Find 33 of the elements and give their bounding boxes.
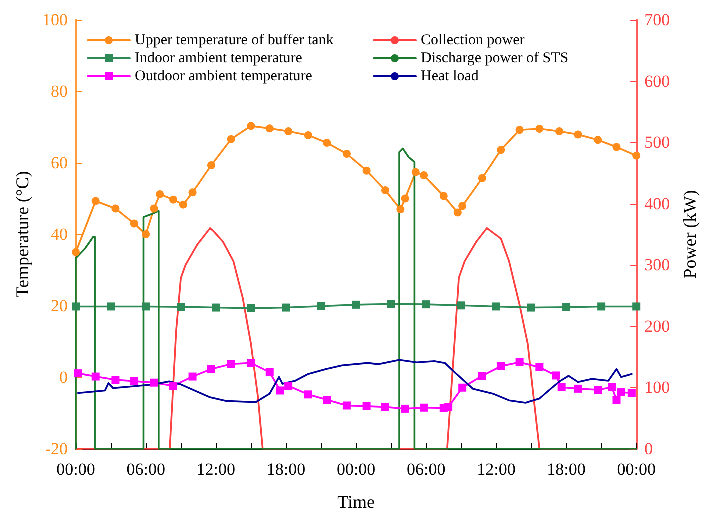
y2-tick-label: 100 bbox=[644, 378, 670, 398]
x-axis-title: Time bbox=[338, 492, 375, 512]
y-tick-label: 20 bbox=[51, 296, 68, 316]
y-tick-label: 0 bbox=[60, 368, 68, 387]
legend-label: Indoor ambient temperature bbox=[135, 50, 303, 66]
legend-label: Upper temperature of buffer tank bbox=[135, 32, 334, 48]
y2-tick-label: 400 bbox=[644, 194, 670, 214]
x-tick-label: 18:00 bbox=[266, 460, 306, 479]
y2-tick-label: 700 bbox=[644, 10, 670, 30]
x-tick-label: 12:00 bbox=[477, 460, 516, 479]
y-tick-label: 100 bbox=[42, 10, 68, 30]
y-axis-title: Temperature (°C) bbox=[12, 171, 33, 298]
x-tick-label: 00:00 bbox=[617, 460, 656, 479]
legend-label: Outdoor ambient temperature bbox=[135, 68, 313, 84]
legend-label: Collection power bbox=[421, 32, 525, 48]
legend-label: Discharge power of STS bbox=[421, 50, 569, 66]
y2-tick-label: 600 bbox=[644, 72, 670, 91]
x-tick-label: 12:00 bbox=[196, 460, 236, 479]
y2-tick-label: 300 bbox=[644, 256, 670, 275]
y2-tick-label: 0 bbox=[644, 440, 654, 458]
x-tick-label: 00:00 bbox=[336, 460, 376, 479]
y-tick-label: -20 bbox=[45, 440, 68, 458]
x-tick-label: 18:00 bbox=[547, 460, 586, 479]
x-tick-label: 06:00 bbox=[407, 460, 446, 479]
x-tick-label: 00:00 bbox=[56, 460, 96, 479]
y2-tick-label: 500 bbox=[644, 133, 670, 152]
y-tick-label: 40 bbox=[51, 225, 68, 244]
legend-label: Heat load bbox=[421, 68, 480, 84]
y2-tick-label: 200 bbox=[644, 316, 670, 336]
x-tick-label: 06:00 bbox=[126, 460, 166, 479]
y2-axis-title: Power (kW) bbox=[680, 190, 700, 279]
y-tick-label: 80 bbox=[51, 82, 68, 101]
y-tick-label: 60 bbox=[51, 154, 68, 172]
